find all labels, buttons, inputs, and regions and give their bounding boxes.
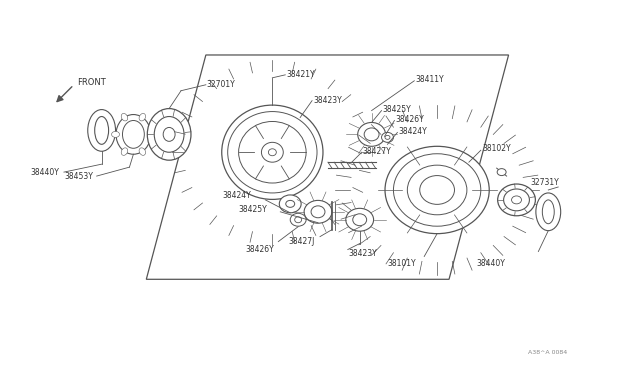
Ellipse shape (147, 109, 191, 160)
Ellipse shape (111, 131, 120, 137)
Ellipse shape (364, 128, 379, 141)
Text: 38102Y: 38102Y (483, 144, 511, 153)
Ellipse shape (511, 196, 522, 204)
Ellipse shape (121, 148, 128, 155)
Ellipse shape (385, 146, 489, 234)
Text: 38425Y: 38425Y (383, 105, 412, 114)
Ellipse shape (290, 213, 306, 226)
Ellipse shape (294, 217, 301, 223)
Ellipse shape (381, 132, 394, 142)
Ellipse shape (346, 208, 374, 231)
Text: 38423Y: 38423Y (349, 249, 378, 258)
Text: 38411Y: 38411Y (415, 75, 444, 84)
Ellipse shape (268, 149, 276, 156)
Text: 38424Y: 38424Y (223, 192, 252, 201)
Ellipse shape (358, 122, 385, 146)
Text: 32731Y: 32731Y (531, 177, 559, 186)
Ellipse shape (147, 131, 156, 137)
Ellipse shape (304, 201, 332, 223)
Ellipse shape (239, 122, 306, 183)
Text: FRONT: FRONT (77, 78, 106, 87)
Ellipse shape (95, 116, 109, 144)
Ellipse shape (88, 110, 116, 151)
Text: 38453Y: 38453Y (64, 171, 93, 180)
Text: 38426Y: 38426Y (246, 245, 275, 254)
Ellipse shape (353, 214, 367, 226)
Ellipse shape (139, 113, 145, 121)
Text: 38440Y: 38440Y (30, 168, 59, 177)
Ellipse shape (262, 142, 284, 162)
Ellipse shape (504, 189, 529, 211)
Text: 38440Y: 38440Y (477, 259, 506, 268)
Text: 32701Y: 32701Y (207, 80, 236, 89)
Ellipse shape (407, 165, 467, 215)
Ellipse shape (542, 200, 554, 224)
Text: 38424Y: 38424Y (399, 127, 427, 136)
Text: 38427J: 38427J (288, 237, 315, 246)
Ellipse shape (122, 121, 145, 148)
Ellipse shape (116, 115, 151, 154)
Ellipse shape (163, 128, 175, 141)
Text: 38101Y: 38101Y (387, 259, 416, 268)
Text: A38^A 0084: A38^A 0084 (529, 350, 568, 355)
Ellipse shape (228, 112, 317, 193)
Ellipse shape (394, 154, 481, 226)
Ellipse shape (420, 176, 454, 204)
Ellipse shape (311, 206, 325, 218)
Ellipse shape (497, 169, 506, 176)
Ellipse shape (536, 193, 561, 231)
Ellipse shape (221, 105, 323, 199)
Text: 38425Y: 38425Y (239, 205, 268, 214)
Text: 38426Y: 38426Y (396, 115, 424, 124)
Ellipse shape (285, 201, 294, 207)
Ellipse shape (279, 195, 301, 213)
Ellipse shape (154, 116, 184, 152)
Ellipse shape (121, 113, 128, 121)
Ellipse shape (139, 148, 145, 155)
Text: 38423Y: 38423Y (313, 96, 342, 105)
Text: 38421Y: 38421Y (286, 70, 315, 79)
Ellipse shape (498, 184, 536, 216)
Text: 38427Y: 38427Y (363, 147, 392, 156)
Ellipse shape (385, 135, 390, 140)
